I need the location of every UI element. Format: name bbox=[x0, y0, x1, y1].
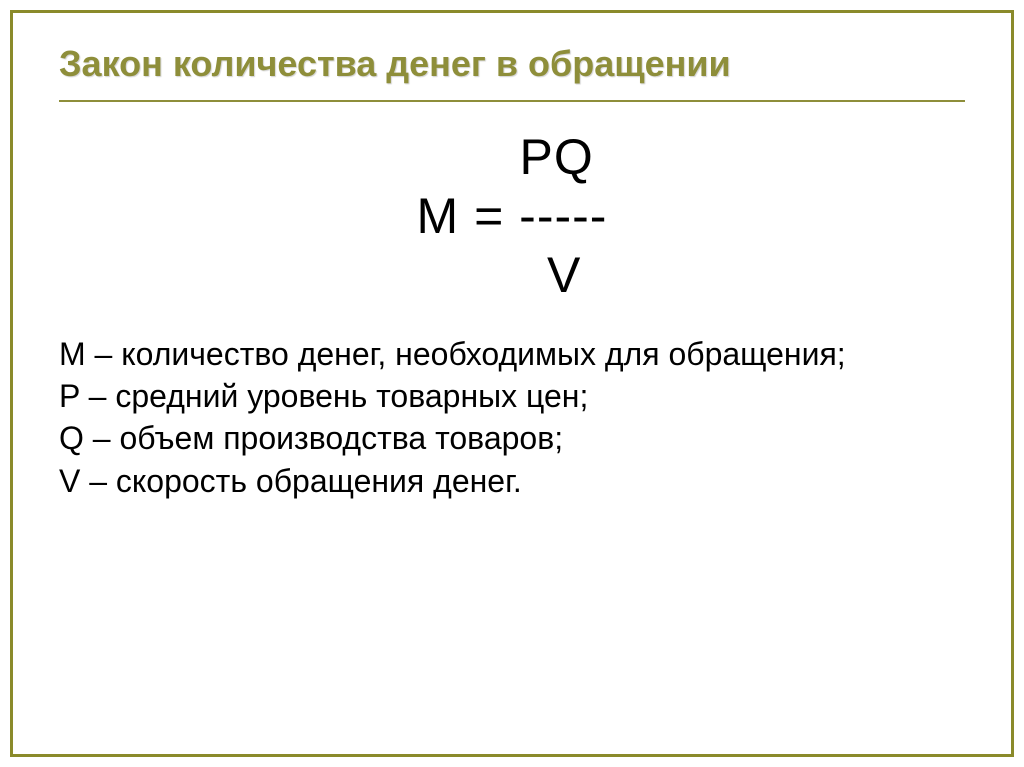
formula-line-3: V bbox=[443, 247, 582, 303]
title-underline bbox=[59, 100, 965, 102]
definitions-list: M – количество денег, необходимых для об… bbox=[59, 333, 965, 502]
formula-block: PQ M = ----- V bbox=[59, 128, 965, 305]
slide-frame: Закон количества денег в обращении PQ M … bbox=[10, 10, 1014, 757]
slide-title: Закон количества денег в обращении bbox=[59, 41, 965, 86]
formula-line-2: M = ----- bbox=[417, 188, 608, 244]
definition-item: V – скорость обращения денег. bbox=[59, 460, 965, 502]
definition-item: P – средний уровень товарных цен; bbox=[59, 375, 965, 417]
definition-item: M – количество денег, необходимых для об… bbox=[59, 333, 965, 375]
definition-item: Q – объем производства товаров; bbox=[59, 417, 965, 459]
formula-line-1: PQ bbox=[430, 129, 594, 185]
